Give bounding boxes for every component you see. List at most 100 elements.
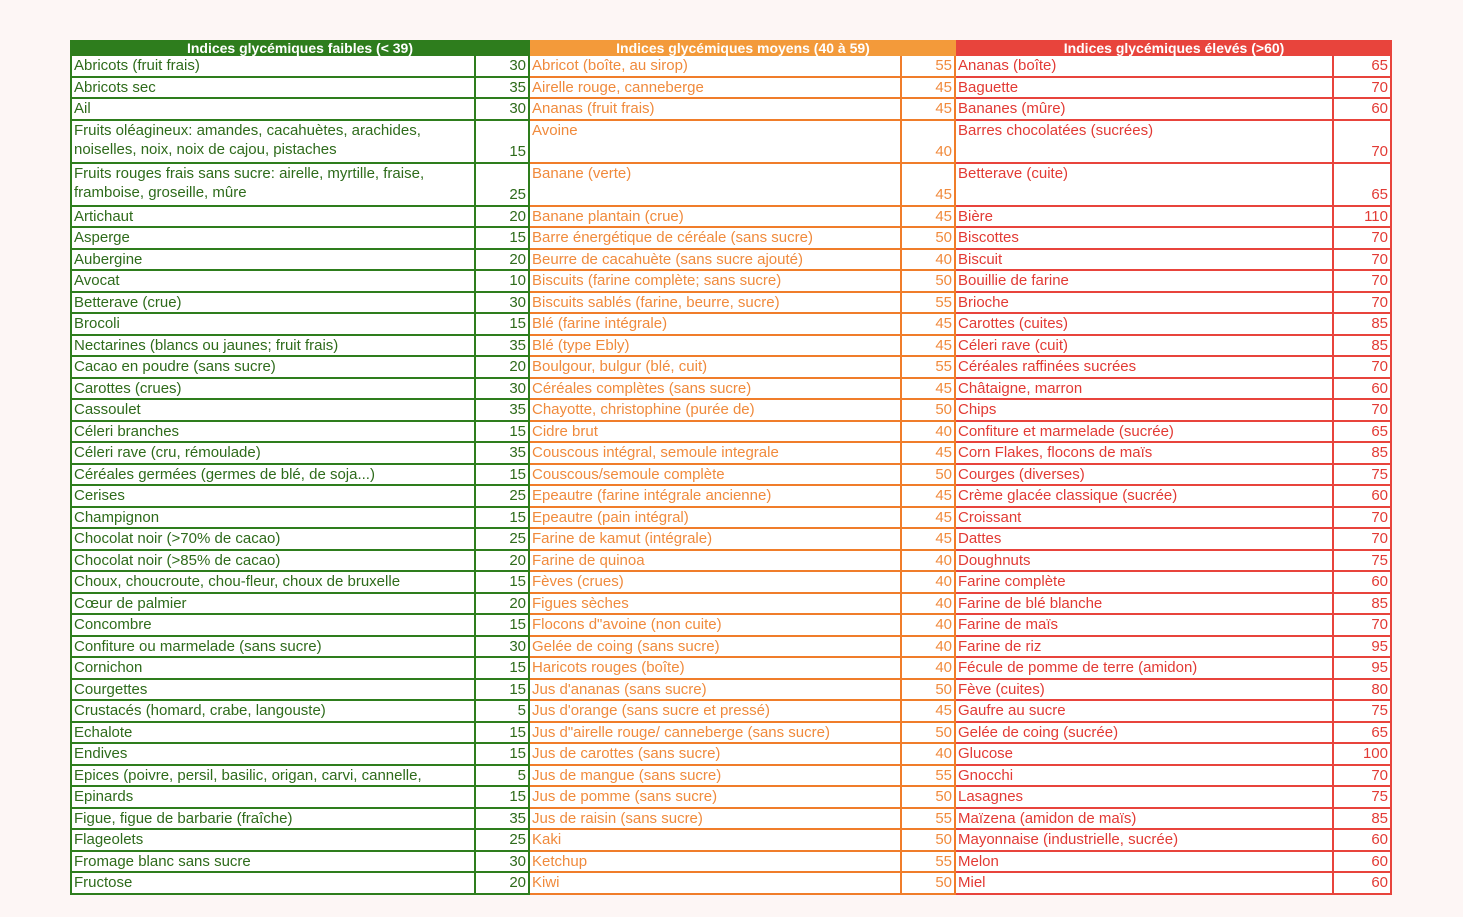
food-name: Epinards — [72, 787, 476, 807]
gi-value: 55 — [935, 293, 952, 311]
table-row: Baguette 70 — [956, 77, 1392, 99]
table-row: Carottes (cuites) 85 — [956, 314, 1392, 336]
food-name: Airelle rouge, canneberge — [530, 77, 902, 97]
food-name: Nectarines (blancs ou jaunes; fruit frai… — [72, 335, 476, 355]
table-row: Fèves (crues) 40 — [530, 572, 956, 594]
table-row: Gaufre au sucre 75 — [956, 701, 1392, 723]
gi-value: 50 — [935, 788, 952, 805]
table-row: Jus d"airelle rouge/ canneberge (sans su… — [530, 722, 956, 744]
gi-value: 70 — [1371, 358, 1388, 375]
table-row: Céleri rave (cru, rémoulade) 35 — [70, 443, 530, 465]
table-row: Avocat 10 — [70, 271, 530, 293]
gi-value: 35 — [509, 336, 526, 354]
table-row: Ail 30 — [70, 99, 530, 121]
gi-value: 40 — [935, 659, 952, 676]
gi-value: 15 — [509, 616, 526, 633]
table-row: Jus de raisin (sans sucre) 55 — [530, 808, 956, 830]
table-row: Beurre de cacahuète (sans sucre ajouté) 4… — [530, 249, 956, 271]
gi-value: 45 — [935, 530, 952, 547]
table-row: Abricots (fruit frais) 30 — [70, 56, 530, 78]
gi-value: 15 — [509, 659, 526, 676]
gi-value: 40 — [935, 594, 952, 612]
medium-gi-column: Indices glycémiques moyens (40 à 59) Abr… — [530, 40, 956, 895]
food-name: Confiture ou marmelade (sans sucre) — [72, 636, 476, 656]
gi-value: 75 — [1371, 551, 1388, 569]
food-name: Cornichon — [72, 658, 476, 678]
gi-value: 60 — [1371, 573, 1388, 590]
gi-value: 45 — [935, 379, 952, 397]
gi-value: 15 — [509, 723, 526, 741]
gi-value: 55 — [935, 852, 952, 870]
food-name: Cassoulet — [72, 400, 476, 420]
food-name: Maïzena (amidon de maïs) — [956, 808, 1334, 828]
table-row: Cornichon 15 — [70, 658, 530, 680]
table-row: Bouillie de farine 70 — [956, 271, 1392, 293]
table-row: Jus d'orange (sans sucre et pressé) 45 — [530, 701, 956, 723]
table-row: Banane (verte) 45 — [530, 163, 956, 207]
table-row: Courges (diverses) 75 — [956, 464, 1392, 486]
table-row: Boulgour, bulgur (blé, cuit) 55 — [530, 357, 956, 379]
gi-value: 95 — [1371, 637, 1388, 655]
food-name: Farine de maïs — [956, 615, 1334, 635]
food-name: Carottes (cuites) — [956, 314, 1334, 334]
food-name: Mayonnaise (industrielle, sucrée) — [956, 830, 1334, 850]
table-row: Abricots sec 35 — [70, 77, 530, 99]
food-name: Artichaut — [72, 206, 476, 226]
table-row: Artichaut 20 — [70, 206, 530, 228]
gi-value: 20 — [509, 594, 526, 612]
gi-value: 70 — [1371, 766, 1388, 784]
table-row: Endives 15 — [70, 744, 530, 766]
gi-value: 55 — [935, 57, 952, 74]
gi-value: 65 — [1371, 186, 1388, 203]
food-name: Fruits oléagineux: amandes, cacahuètes, … — [72, 120, 476, 162]
food-name: Figue, figue de barbarie (fraîche) — [72, 808, 476, 828]
food-name: Brioche — [956, 292, 1334, 312]
food-name: Baguette — [956, 77, 1334, 97]
food-name: Cidre brut — [530, 421, 902, 441]
gi-value: 40 — [935, 745, 952, 762]
gi-value: 60 — [1371, 831, 1388, 848]
gi-value: 45 — [935, 315, 952, 332]
gi-value: 50 — [935, 680, 952, 698]
gi-value: 85 — [1371, 315, 1388, 332]
gi-value: 40 — [935, 551, 952, 569]
gi-value: 35 — [509, 444, 526, 461]
food-name: Céréales germées (germes de blé, de soja… — [72, 464, 476, 484]
table-row: Farine de kamut (intégrale) 45 — [530, 529, 956, 551]
table-row: Epinards 15 — [70, 787, 530, 809]
gi-value: 30 — [509, 852, 526, 870]
gi-value: 45 — [935, 508, 952, 526]
table-row: Gelée de coing (sans sucre) 40 — [530, 636, 956, 658]
table-row: Cœur de palmier 20 — [70, 593, 530, 615]
food-name: Fromage blanc sans sucre — [72, 851, 476, 871]
table-row: Fruits rouges frais sans sucre: airelle,… — [70, 163, 530, 207]
table-row: Cassoulet 35 — [70, 400, 530, 422]
gi-value: 60 — [1371, 100, 1388, 117]
gi-value: 65 — [1371, 723, 1388, 741]
food-name: Farine complète — [956, 572, 1334, 592]
table-row: Glucose 100 — [956, 744, 1392, 766]
medium-gi-header: Indices glycémiques moyens (40 à 59) — [530, 40, 956, 56]
gi-value: 50 — [935, 874, 952, 891]
food-name: Cœur de palmier — [72, 593, 476, 613]
table-row: Céréales raffinées sucrées 70 — [956, 357, 1392, 379]
gi-value: 30 — [509, 57, 526, 74]
table-row: Courgettes 15 — [70, 679, 530, 701]
gi-value: 30 — [509, 379, 526, 397]
table-row: Melon 60 — [956, 851, 1392, 873]
table-row: Fromage blanc sans sucre 30 — [70, 851, 530, 873]
gi-value: 50 — [935, 465, 952, 483]
table-row: Ananas (fruit frais) 45 — [530, 99, 956, 121]
gi-value: 20 — [509, 551, 526, 569]
food-name: Ananas (boîte) — [956, 56, 1334, 76]
table-row: Brioche 70 — [956, 292, 1392, 314]
gi-value: 75 — [1371, 465, 1388, 483]
table-row: Flocons d"avoine (non cuite) 40 — [530, 615, 956, 637]
table-row: Croissant 70 — [956, 507, 1392, 529]
gi-value: 55 — [935, 766, 952, 784]
gi-value: 30 — [509, 637, 526, 655]
table-row: Ketchup 55 — [530, 851, 956, 873]
table-row: Crème glacée classique (sucrée) 60 — [956, 486, 1392, 508]
food-name: Champignon — [72, 507, 476, 527]
gi-value: 30 — [509, 293, 526, 311]
